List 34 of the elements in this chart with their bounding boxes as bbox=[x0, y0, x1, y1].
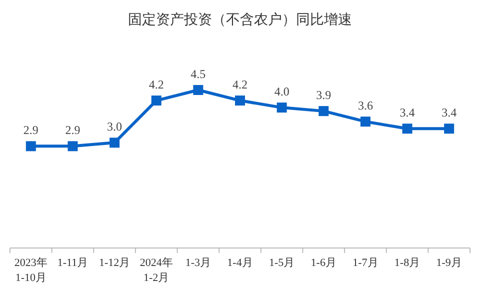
point bbox=[193, 85, 204, 95]
data-label: 3.4 bbox=[400, 106, 415, 120]
x-tick-label: 1-12月 bbox=[98, 257, 130, 269]
x-tick-label: 1-9月 bbox=[436, 257, 462, 269]
point bbox=[110, 138, 120, 148]
data-label: 4.0 bbox=[274, 84, 290, 99]
data-label: 4.5 bbox=[190, 67, 206, 81]
x-tick-label: 1-5月 bbox=[268, 257, 295, 269]
data-label: 4.2 bbox=[232, 78, 248, 92]
x-tick-label: 1-6月 bbox=[310, 257, 336, 269]
x-tick-label: 1-7月 bbox=[352, 257, 378, 269]
point bbox=[151, 96, 162, 106]
data-label: 3.6 bbox=[358, 98, 373, 113]
point bbox=[318, 106, 329, 116]
point bbox=[360, 116, 370, 127]
x-tick-label: 1-11月 bbox=[57, 257, 88, 269]
point bbox=[68, 141, 78, 152]
point bbox=[276, 102, 287, 113]
point bbox=[26, 141, 36, 152]
data-label: 3.0 bbox=[107, 120, 122, 134]
x-tick-label: 1-4月 bbox=[227, 257, 253, 269]
x-tick-label: 1-3月 bbox=[185, 257, 212, 269]
x-tick-label: 2024年 1-2月 bbox=[140, 257, 173, 284]
x-tick-label: 2023年 1-10月 bbox=[14, 257, 48, 284]
point bbox=[235, 96, 245, 106]
data-label: 3.4 bbox=[442, 106, 457, 120]
data-label: 4.2 bbox=[148, 78, 164, 92]
point bbox=[402, 124, 412, 134]
point bbox=[444, 124, 454, 134]
x-tick-label: 1-8月 bbox=[394, 257, 420, 269]
data-label: 2.9 bbox=[23, 123, 38, 138]
data-label: 2.9 bbox=[65, 123, 80, 138]
data-label: 3.9 bbox=[316, 88, 332, 102]
chart-title: 固定资产投资（不含农户）同比增速 bbox=[128, 12, 352, 28]
